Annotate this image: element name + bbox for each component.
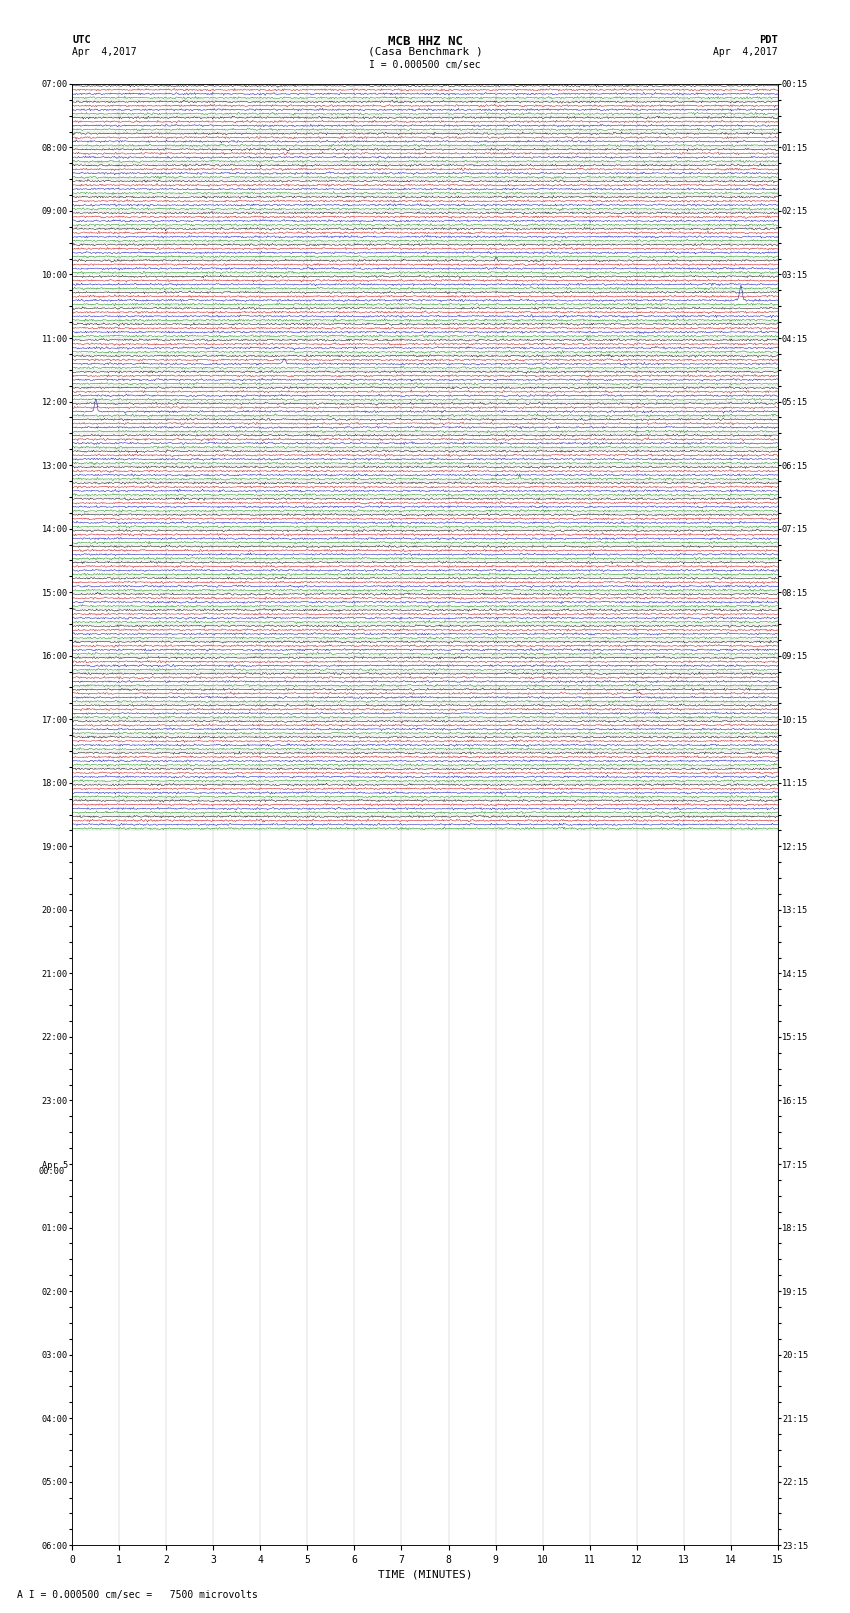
Text: MCB HHZ NC: MCB HHZ NC: [388, 35, 462, 48]
Text: (Casa Benchmark ): (Casa Benchmark ): [367, 47, 483, 56]
Text: PDT: PDT: [759, 35, 778, 45]
Text: Apr  4,2017: Apr 4,2017: [72, 47, 137, 56]
Text: UTC: UTC: [72, 35, 91, 45]
X-axis label: TIME (MINUTES): TIME (MINUTES): [377, 1569, 473, 1579]
Text: Apr  4,2017: Apr 4,2017: [713, 47, 778, 56]
Text: A I = 0.000500 cm/sec =   7500 microvolts: A I = 0.000500 cm/sec = 7500 microvolts: [17, 1590, 258, 1600]
Text: I = 0.000500 cm/sec: I = 0.000500 cm/sec: [369, 60, 481, 69]
Text: 00:00: 00:00: [39, 1168, 65, 1176]
